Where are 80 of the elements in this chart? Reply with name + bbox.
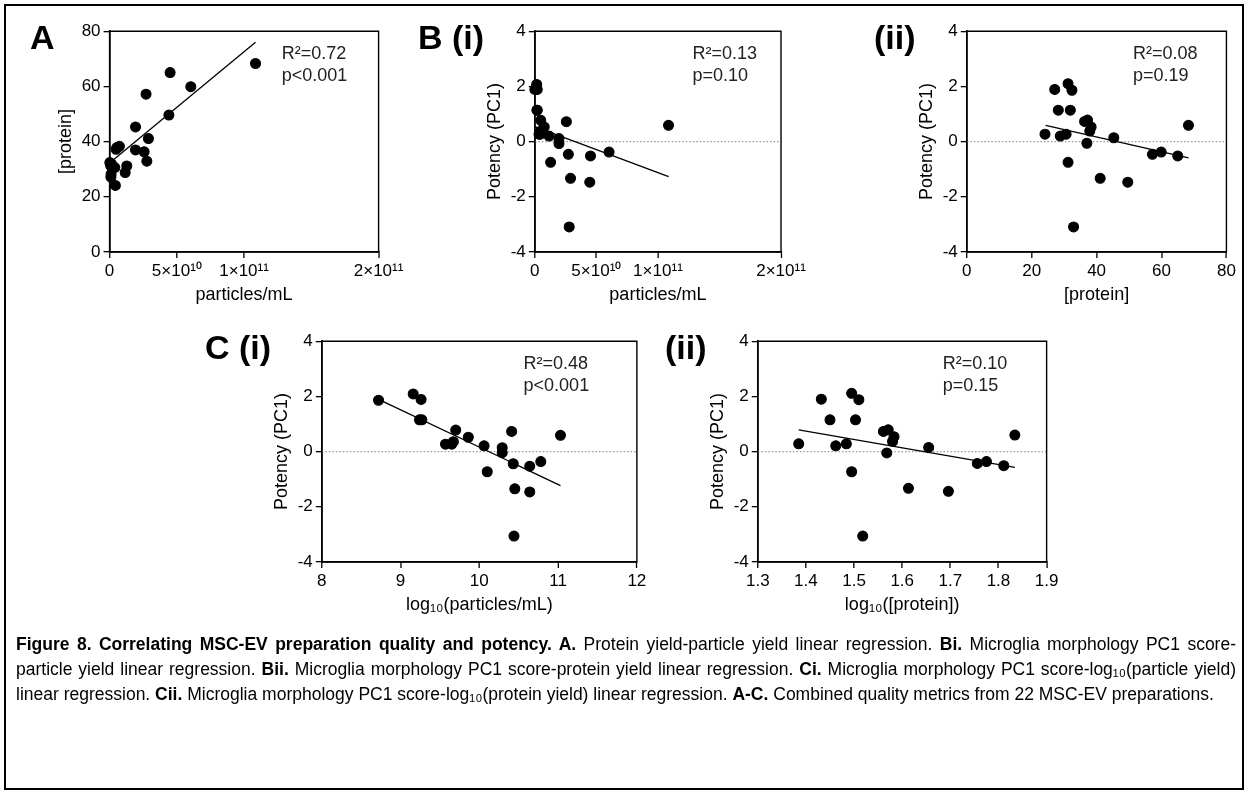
x-tick-label: 8 xyxy=(317,570,327,590)
y-tick-label: 0 xyxy=(303,441,313,461)
text: Protein yield-particle yield linear regression. xyxy=(583,634,933,654)
x-tick-label: 9 xyxy=(395,570,406,590)
x-tick-label: 1.6 xyxy=(889,570,914,590)
annotation: R²=0.10 p=0.15 xyxy=(942,353,1007,396)
chart-title: (ii) xyxy=(874,18,916,56)
text: Cii. xyxy=(155,684,183,704)
annotation: R²=0.08 p=0.19 xyxy=(1132,43,1198,86)
y-tick-label: -2 xyxy=(297,496,313,516)
y-tick-label: -2 xyxy=(510,186,526,206)
y-tick-label: 2 xyxy=(303,386,313,406)
x-axis-title: particles/mL xyxy=(609,284,707,305)
y-tick-label: 2 xyxy=(947,76,958,96)
y-tick-label: 0 xyxy=(516,131,526,151)
text: Combined quality metrics from 22 MSC-EV preparations. xyxy=(773,684,1214,704)
y-tick-label: 4 xyxy=(303,330,313,350)
y-tick-label: 20 xyxy=(81,186,101,206)
y-axis-title: Potency (PC1) xyxy=(483,83,504,201)
y-axis-title: Potency (PC1) xyxy=(915,83,936,201)
annotation: R²=0.13 p=0.10 xyxy=(692,43,758,86)
x-axis-title: [protein] xyxy=(1063,284,1129,305)
chart-title: B (i) xyxy=(418,18,485,56)
text: Bii. xyxy=(261,659,289,679)
chart-title: A xyxy=(30,18,55,56)
y-axis-title: Potency (PC1) xyxy=(270,393,291,511)
y-tick-label: 40 xyxy=(81,131,101,151)
x-tick-label: 1.4 xyxy=(793,570,818,590)
text: Bi. xyxy=(939,634,963,654)
x-tick-label: 0 xyxy=(530,260,540,280)
text: Microglia morphology PC1 score-protein yield linear regression. xyxy=(294,659,794,679)
caption: Figure 8. Correlating MSC-EV preparation quality and potency. A. xyxy=(16,634,577,654)
x-tick-label: 80 xyxy=(1216,260,1236,280)
y-tick-label: 0 xyxy=(90,241,101,261)
text: Ci. xyxy=(799,659,822,679)
chart-title: C (i) xyxy=(205,328,272,366)
y-tick-label: 0 xyxy=(738,441,749,461)
x-tick-label: 12 xyxy=(627,570,647,590)
x-axis-title: log₁₀(particles/mL) xyxy=(406,594,553,615)
x-tick-label: 5×10¹⁰ xyxy=(151,260,202,280)
y-tick-label: -4 xyxy=(733,551,749,571)
y-tick-label: -4 xyxy=(297,551,313,571)
x-tick-label: 1×10¹¹ xyxy=(633,260,684,280)
y-tick-label: 2 xyxy=(738,386,749,406)
y-tick-label: -2 xyxy=(733,496,749,516)
x-tick-label: 5×10¹⁰ xyxy=(571,260,622,280)
x-tick-label: 1.3 xyxy=(745,570,770,590)
x-axis-title: particles/mL xyxy=(195,284,293,305)
text: Microglia morphology PC1 score-log₁₀(protein yield) linear regression. xyxy=(187,684,728,704)
x-tick-label: 0 xyxy=(961,260,972,280)
x-tick-label: 1.7 xyxy=(938,570,962,590)
y-tick-label: -2 xyxy=(942,186,958,206)
x-tick-label: 11 xyxy=(549,570,568,590)
x-tick-label: 20 xyxy=(1021,260,1041,280)
x-tick-label: 10 xyxy=(469,570,489,590)
x-tick-label: 40 xyxy=(1086,260,1106,280)
x-tick-label: 2×10¹¹ xyxy=(353,260,404,280)
x-tick-label: 2×10¹¹ xyxy=(756,260,807,280)
x-tick-label: 1.5 xyxy=(841,570,866,590)
x-tick-label: 1.8 xyxy=(986,570,1010,590)
y-tick-label: 4 xyxy=(947,20,958,40)
x-tick-label: 1.9 xyxy=(1034,570,1058,590)
x-tick-label: 60 xyxy=(1151,260,1171,280)
y-axis-title: [protein] xyxy=(54,109,75,175)
y-tick-label: 2 xyxy=(516,76,526,96)
y-tick-label: 4 xyxy=(516,20,526,40)
annotation: R²=0.72 p<0.001 xyxy=(281,43,347,86)
x-axis-title: log₁₀([protein]) xyxy=(844,594,960,615)
text: A-C. xyxy=(732,684,769,704)
annotation: R²=0.48 p<0.001 xyxy=(523,353,590,396)
y-axis-title: Potency (PC1) xyxy=(706,393,727,511)
y-tick-label: -4 xyxy=(942,241,958,261)
y-tick-label: 4 xyxy=(738,330,749,350)
x-tick-label: 0 xyxy=(104,260,114,280)
y-tick-label: 80 xyxy=(81,20,101,40)
y-tick-label: 0 xyxy=(947,131,958,151)
y-tick-label: 60 xyxy=(81,76,101,96)
x-tick-label: 1×10¹¹ xyxy=(218,260,269,280)
y-tick-label: -4 xyxy=(510,241,526,261)
chart-title: (ii) xyxy=(665,328,707,366)
